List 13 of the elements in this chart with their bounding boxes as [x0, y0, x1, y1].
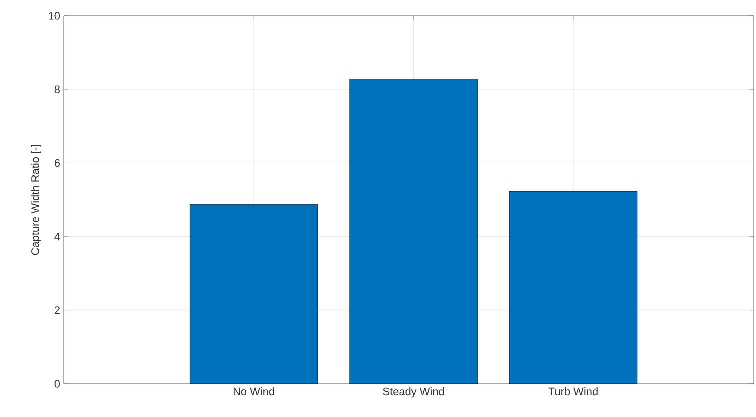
y-tick-label: 8 [54, 86, 60, 94]
x-tick-label: Turb Wind [548, 388, 598, 396]
y-tick-label: 0 [54, 380, 60, 388]
y-tick-label: 10 [49, 12, 60, 20]
bar [350, 79, 478, 384]
y-tick-label: 6 [54, 159, 60, 168]
x-tick-label: Steady Wind [383, 388, 444, 398]
bar [509, 191, 638, 384]
x-tick-label: No Wind [234, 388, 274, 396]
bar [190, 204, 318, 384]
y-tick-label: 4 [54, 233, 60, 241]
y-tick-label: 2 [54, 306, 60, 314]
y-axis-title: Capture Width Ratio [-] [31, 145, 42, 256]
